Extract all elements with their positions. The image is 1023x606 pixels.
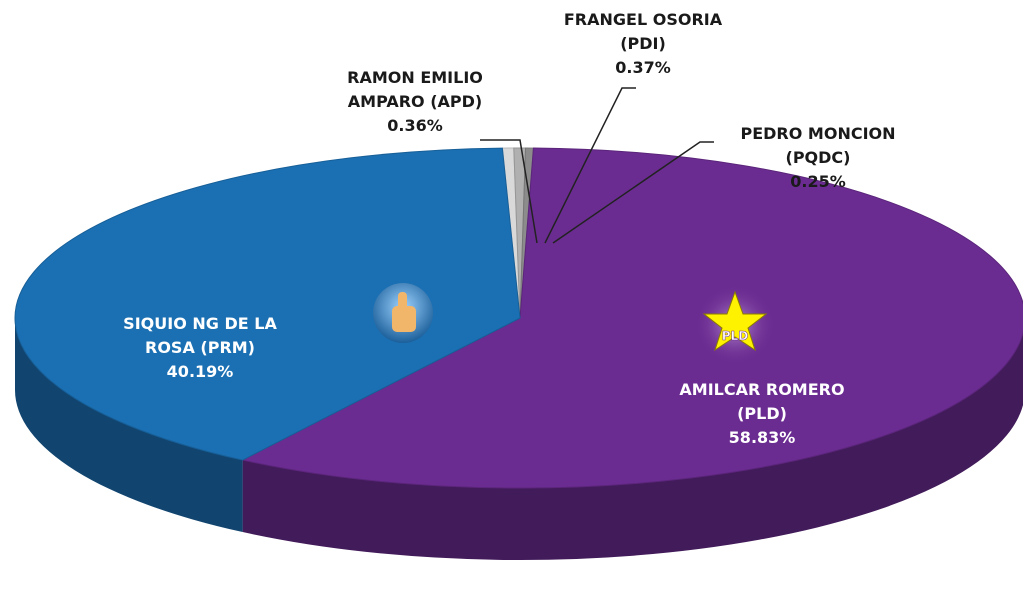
pie-side bbox=[242, 332, 1023, 560]
slice-label: FRANGEL OSORIA (PDI) 0.37% bbox=[543, 8, 743, 80]
slice-label: RAMON EMILIO AMPARO (APD) 0.36% bbox=[315, 66, 515, 138]
value-label: 0.25% bbox=[790, 172, 846, 191]
value-label: 0.37% bbox=[615, 58, 671, 77]
slice-label: AMILCAR ROMERO (PLD) 58.83% bbox=[662, 378, 862, 450]
leader-line bbox=[544, 87, 636, 244]
icon-thumb bbox=[398, 292, 407, 310]
value-label: 40.19% bbox=[166, 362, 234, 381]
category-label: SIQUIO NG DE LA ROSA (PRM) bbox=[123, 314, 277, 357]
value-label: 0.36% bbox=[387, 116, 443, 135]
prm-icon bbox=[373, 283, 433, 343]
pie-slice bbox=[14, 147, 521, 461]
pie-sides bbox=[15, 318, 1023, 560]
category-label: PEDRO MONCION (PQDC) bbox=[740, 124, 896, 167]
category-label: FRANGEL OSORIA (PDI) bbox=[563, 10, 723, 53]
pld-logo: PLD bbox=[695, 285, 775, 365]
category-label: AMILCAR ROMERO (PLD) bbox=[679, 380, 845, 423]
leader-line bbox=[480, 139, 538, 244]
slice-label: PEDRO MONCION (PQDC) 0.25% bbox=[718, 122, 918, 194]
pie-slice bbox=[241, 147, 1023, 489]
icon-hand bbox=[392, 306, 416, 332]
pie-tops bbox=[14, 147, 1023, 489]
category-label: RAMON EMILIO AMPARO (APD) bbox=[347, 68, 483, 111]
pie-side bbox=[15, 318, 243, 533]
slice-label: SIQUIO NG DE LA ROSA (PRM) 40.19% bbox=[100, 312, 300, 384]
logo-star bbox=[702, 290, 768, 352]
leader-lines bbox=[480, 87, 714, 244]
logo-text: PLD bbox=[722, 329, 748, 343]
value-label: 58.83% bbox=[728, 428, 796, 447]
leader-line bbox=[552, 141, 714, 244]
